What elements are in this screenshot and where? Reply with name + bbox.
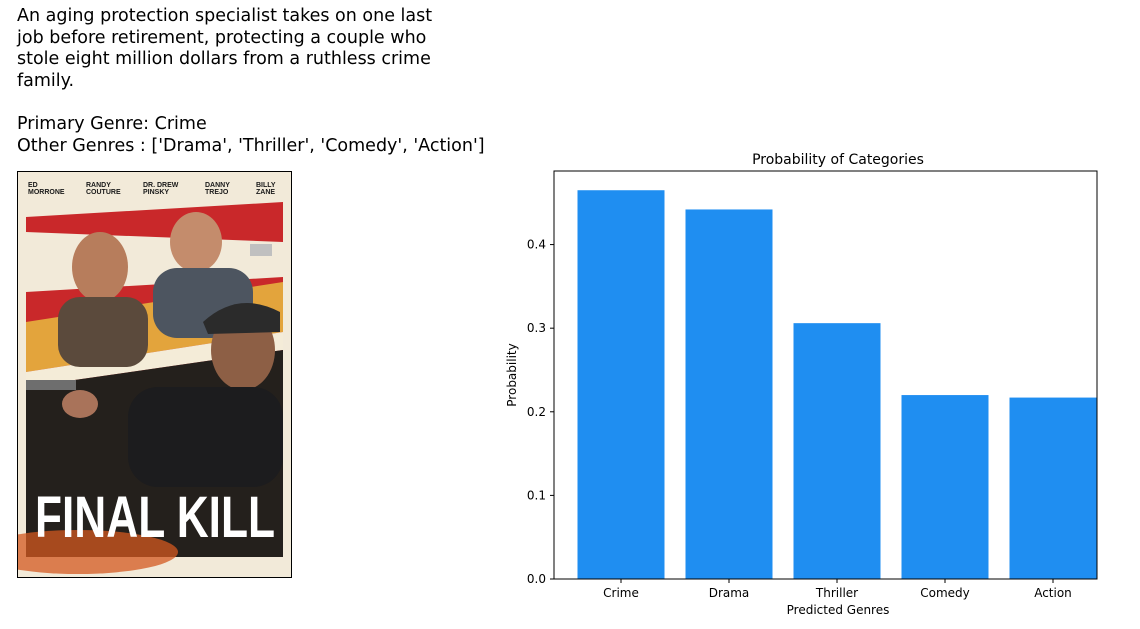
y-axis: 0.0 0.1 0.2 0.3 0.4	[527, 238, 554, 586]
bar-crime	[577, 190, 665, 580]
bar-drama	[685, 209, 773, 579]
x-tick-label-comedy: Comedy	[920, 586, 970, 600]
poster-cast-first-4: BILLY	[256, 182, 276, 189]
x-tick-label-drama: Drama	[709, 586, 750, 600]
bar-comedy	[901, 395, 989, 579]
primary-genre-text: Primary Genre: Crime	[17, 114, 207, 134]
x-tick-label-crime: Crime	[603, 586, 639, 600]
chart-title: Probability of Categories	[752, 152, 924, 168]
y-tick-label: 0.0	[527, 572, 546, 586]
poster-cast-first-0: ED	[28, 182, 38, 189]
poster-artwork: ED MORRONE RANDY COUTURE DR. DREW PINSKY…	[18, 182, 283, 574]
bar-action	[1009, 397, 1097, 579]
y-tick-label: 0.3	[527, 321, 546, 335]
x-axis-label: Predicted Genres	[787, 603, 890, 617]
poster-cast-first-1: RANDY	[86, 182, 111, 189]
poster-cast-last-2: PINSKY	[143, 189, 169, 196]
bar-chart: Probability of Categories 0.00.10.20.30.…	[505, 152, 1098, 617]
poster-title: FINAL KILL	[35, 485, 275, 550]
poster-cast-last-3: TREJO	[205, 189, 229, 196]
movie-description: An aging protection specialist takes on …	[17, 6, 433, 91]
poster-cast-last-1: COUTURE	[86, 189, 121, 196]
y-tick-label: 0.1	[527, 488, 546, 502]
x-tick-label-thriller: Thriller	[815, 586, 858, 600]
plot-area-frame	[553, 170, 1098, 580]
x-axis: Crime Drama Thriller Comedy Action	[603, 579, 1072, 600]
y-tick-label: 0.4	[527, 238, 546, 252]
x-tick-label-action: Action	[1034, 586, 1072, 600]
poster-cast-last-4: ZANE	[256, 189, 275, 196]
movie-poster: ED MORRONE RANDY COUTURE DR. DREW PINSKY…	[17, 171, 292, 578]
bars-group	[577, 190, 1097, 580]
y-axis-label: Probability	[505, 343, 519, 406]
poster-cast-credits: ED MORRONE RANDY COUTURE DR. DREW PINSKY…	[28, 182, 276, 196]
poster-cast-first-3: DANNY	[205, 182, 230, 189]
bar-thriller	[793, 323, 881, 579]
poster-cast-first-2: DR. DREW	[143, 182, 179, 189]
other-genres-text: Other Genres : ['Drama', 'Thriller', 'Co…	[17, 136, 485, 156]
poster-cast-last-0: MORRONE	[28, 189, 65, 196]
y-tick-label: 0.2	[527, 405, 546, 419]
